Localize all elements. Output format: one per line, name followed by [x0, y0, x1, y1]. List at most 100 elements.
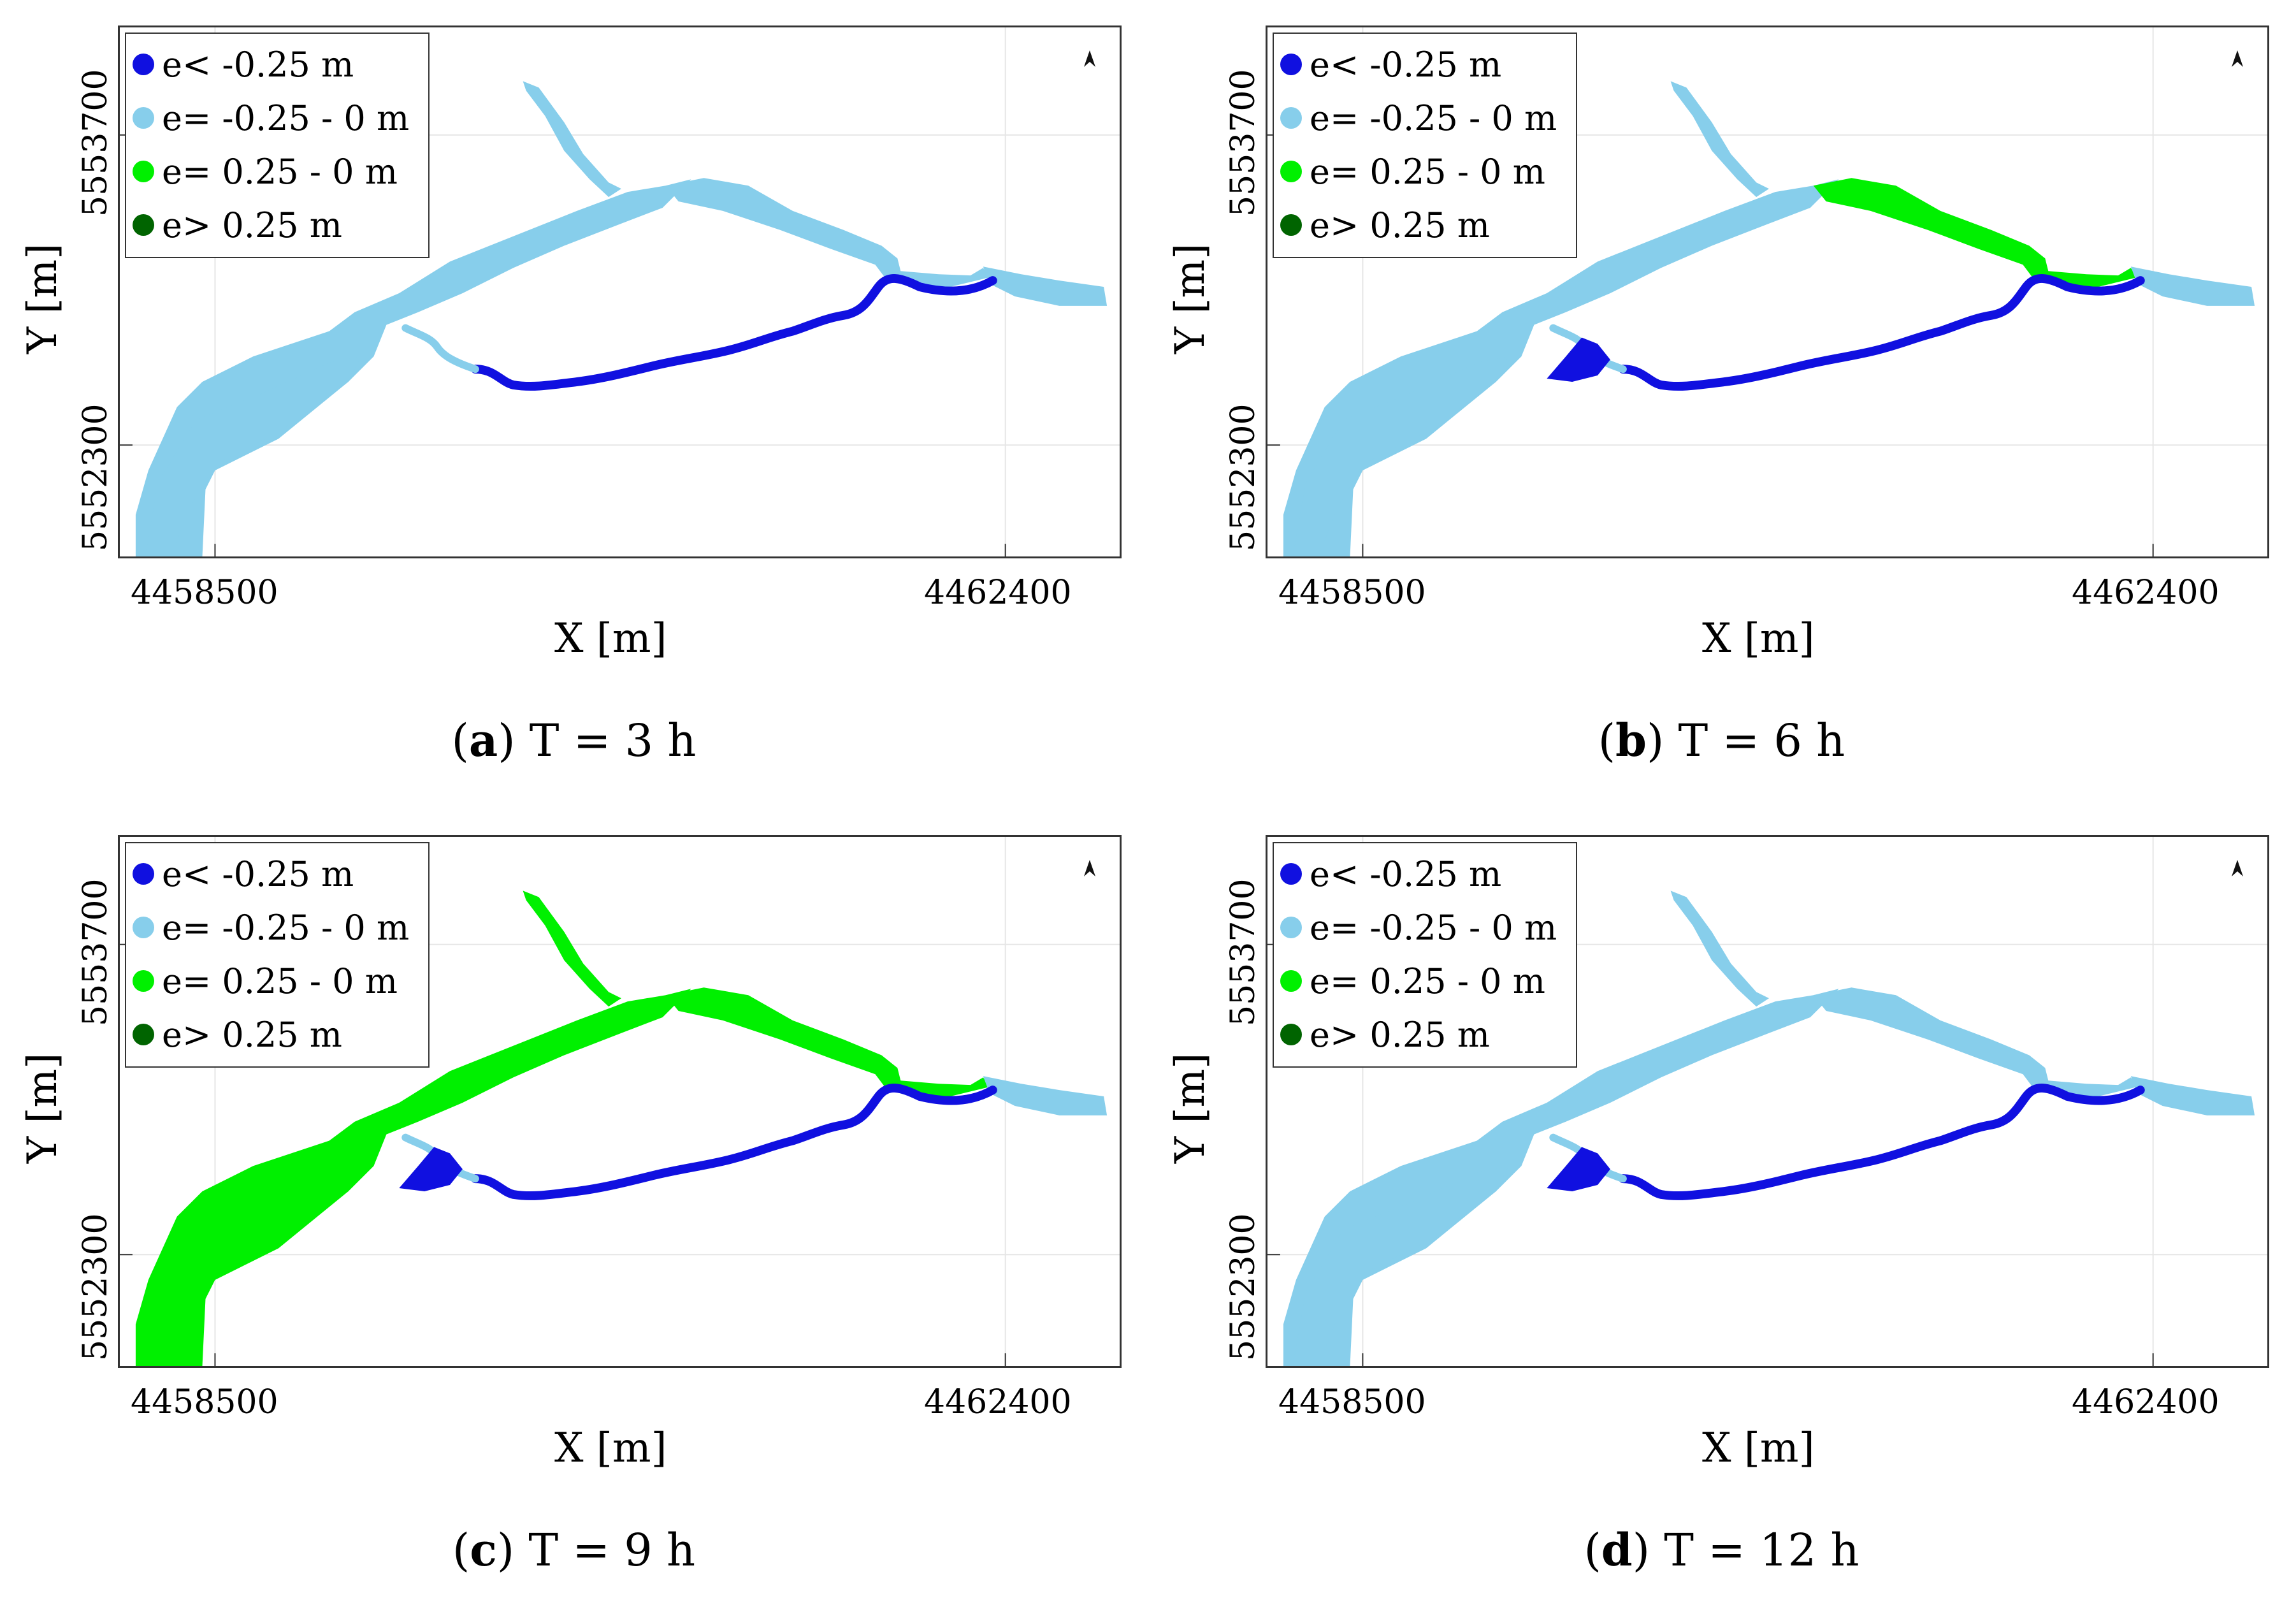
legend-label: e< -0.25 m	[1310, 44, 1502, 85]
east-tail-channel	[983, 266, 1108, 306]
legend-item: e< -0.25 m	[1280, 38, 1570, 91]
east-reach-channel	[665, 178, 990, 289]
x-axis-label: X [m]	[1702, 615, 1815, 662]
river-connector	[401, 324, 479, 374]
legend-label: e< -0.25 m	[162, 853, 354, 894]
y-axis-label: Y [m]	[1167, 1052, 1214, 1163]
main-channel-area	[135, 989, 691, 1366]
legend: e< -0.25 m e= -0.25 - 0 m e= 0.25 - 0 m e> …	[1273, 842, 1577, 1068]
legend-swatch	[1280, 863, 1302, 885]
legend: e< -0.25 m e= -0.25 - 0 m e= 0.25 - 0 m e> …	[1273, 33, 1577, 258]
east-tail-channel	[983, 1076, 1108, 1115]
legend-label: e< -0.25 m	[162, 44, 354, 85]
y-tick-label: 5553700	[76, 878, 115, 1026]
legend-swatch	[133, 161, 154, 182]
x-tick-label: 4458500	[1278, 574, 1426, 612]
panel-caption: (c) T = 9 h	[452, 1523, 696, 1576]
legend: e< -0.25 m e= -0.25 - 0 m e= 0.25 - 0 m e> …	[125, 842, 430, 1068]
map-panel-a: e< -0.25 m e= -0.25 - 0 m e= 0.25 - 0 m e> …	[0, 0, 1148, 795]
map-panel-d: e< -0.25 m e= -0.25 - 0 m e= 0.25 - 0 m e> …	[1148, 810, 2295, 1605]
panel-time: T = 9 h	[528, 1524, 696, 1576]
legend-label: e= 0.25 - 0 m	[162, 151, 398, 192]
panel-letter: a	[468, 714, 498, 767]
panel-time: T = 3 h	[529, 715, 697, 767]
legend-label: e< -0.25 m	[1310, 853, 1502, 894]
legend-swatch	[1280, 107, 1302, 129]
panel-letter: c	[470, 1523, 497, 1576]
x-tick-label: 4458500	[131, 574, 278, 612]
west-basin-area	[145, 1166, 361, 1366]
map-panel-b: e< -0.25 m e= -0.25 - 0 m e= 0.25 - 0 m e> …	[1148, 0, 2295, 795]
legend-swatch	[133, 54, 154, 75]
upper-branch-channel	[1670, 890, 1769, 1007]
north-arrow-icon	[2232, 50, 2243, 67]
y-axis-label: Y [m]	[1167, 243, 1214, 354]
side-pond	[1547, 337, 1610, 382]
legend-swatch	[133, 107, 154, 129]
map-frame: e< -0.25 m e= -0.25 - 0 m e= 0.25 - 0 m e> …	[1266, 25, 2269, 558]
map-panel-c: e< -0.25 m e= -0.25 - 0 m e= 0.25 - 0 m e> …	[0, 810, 1148, 1605]
river-loop	[470, 1084, 997, 1200]
x-tick-label: 4458500	[131, 1383, 278, 1421]
east-tail-channel	[2130, 266, 2255, 306]
y-tick-label: 5552300	[1224, 403, 1262, 551]
west-basin-area	[1292, 1166, 1509, 1366]
legend-item: e= -0.25 - 0 m	[133, 901, 422, 954]
legend-item: e= 0.25 - 0 m	[1280, 145, 1570, 198]
east-reach-channel	[1813, 987, 2137, 1098]
x-tick-label: 4462400	[924, 574, 1072, 612]
legend-item: e= -0.25 - 0 m	[133, 91, 422, 145]
north-arrow-icon	[2232, 860, 2243, 876]
legend-swatch	[1280, 917, 1302, 938]
panel-letter: b	[1615, 714, 1647, 767]
legend-item: e= 0.25 - 0 m	[133, 145, 422, 198]
legend-label: e> 0.25 m	[162, 205, 342, 245]
y-tick-label: 5553700	[1224, 69, 1262, 217]
legend: e< -0.25 m e= -0.25 - 0 m e= 0.25 - 0 m e> …	[125, 33, 430, 258]
main-channel-area	[135, 179, 691, 556]
east-reach-channel	[1813, 178, 2137, 289]
legend-label: e> 0.25 m	[162, 1014, 342, 1055]
main-channel-area	[1283, 989, 1839, 1366]
north-arrow-icon	[1084, 50, 1095, 67]
y-tick-label: 5552300	[1224, 1213, 1262, 1361]
legend-label: e= -0.25 - 0 m	[1310, 907, 1557, 948]
panel-letter: d	[1601, 1523, 1633, 1576]
legend-swatch	[1280, 214, 1302, 236]
legend-label: e= -0.25 - 0 m	[162, 98, 410, 138]
x-tick-label: 4462400	[2072, 574, 2220, 612]
legend-label: e= 0.25 - 0 m	[162, 961, 398, 1001]
legend-swatch	[133, 214, 154, 236]
x-axis-label: X [m]	[554, 615, 667, 662]
legend-item: e> 0.25 m	[1280, 198, 1570, 252]
east-reach-channel	[665, 987, 990, 1098]
legend-label: e= -0.25 - 0 m	[162, 907, 410, 948]
x-tick-label: 4462400	[924, 1383, 1072, 1421]
legend-label: e= -0.25 - 0 m	[1310, 98, 1557, 138]
legend-item: e< -0.25 m	[133, 847, 422, 901]
x-tick-label: 4458500	[1278, 1383, 1426, 1421]
y-tick-label: 5552300	[76, 1213, 115, 1361]
upper-branch-channel	[523, 81, 621, 198]
river-loop	[1618, 274, 2145, 391]
map-canvas	[120, 27, 1120, 556]
legend-swatch	[1280, 54, 1302, 75]
side-pond	[399, 1147, 463, 1191]
west-basin-area	[1292, 356, 1509, 556]
legend-item: e> 0.25 m	[133, 1008, 422, 1061]
north-arrow-icon	[1084, 860, 1095, 876]
legend-item: e= 0.25 - 0 m	[1280, 954, 1570, 1008]
y-axis-label: Y [m]	[19, 1052, 66, 1163]
x-axis-label: X [m]	[554, 1425, 667, 1472]
upper-branch-channel	[1670, 81, 1769, 198]
east-tail-channel	[2130, 1076, 2255, 1115]
panel-caption: (d) T = 12 h	[1584, 1523, 1859, 1576]
panel-caption: (a) T = 3 h	[451, 714, 697, 767]
legend-swatch	[1280, 161, 1302, 182]
map-frame: e< -0.25 m e= -0.25 - 0 m e= 0.25 - 0 m e> …	[118, 835, 1122, 1368]
panel-time: T = 12 h	[1664, 1524, 1859, 1576]
legend-item: e< -0.25 m	[133, 38, 422, 91]
panel-time: T = 6 h	[1678, 715, 1845, 767]
y-tick-label: 5553700	[76, 69, 115, 217]
legend-swatch	[133, 1024, 154, 1045]
